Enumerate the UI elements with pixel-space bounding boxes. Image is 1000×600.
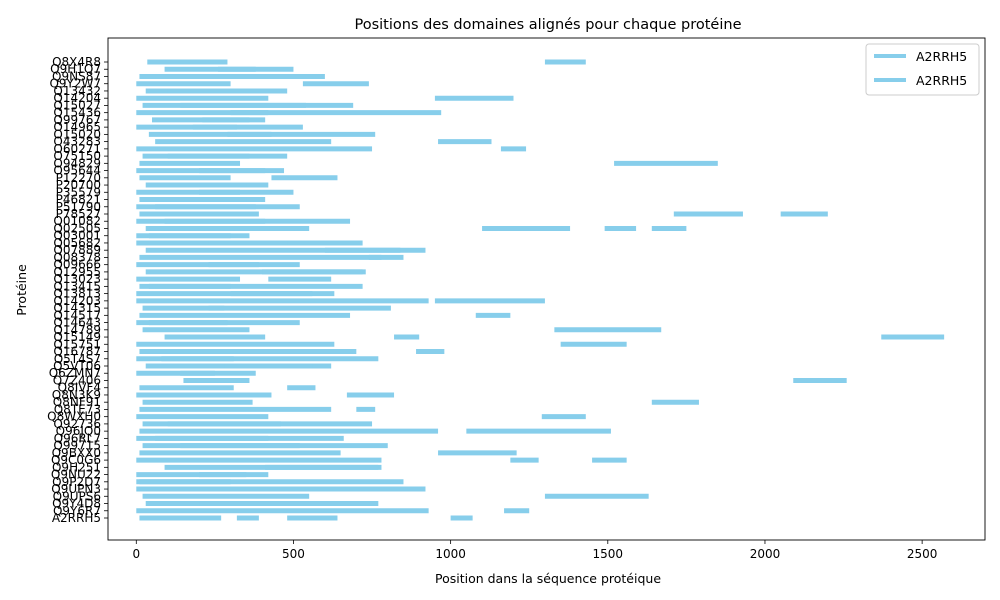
legend-entry-1: A2RRH5 <box>916 49 967 64</box>
x-tick-label: 500 <box>282 547 305 561</box>
y-tick-label: O75150 <box>53 149 101 163</box>
y-tick-label: Q14204 <box>53 91 101 105</box>
y-tick-label: Q09666 <box>53 258 101 272</box>
y-tick-label: Q9Y4D8 <box>52 497 101 511</box>
y-tick-label: Q14643 <box>53 316 101 330</box>
y-tick-label: P78527 <box>56 207 101 221</box>
y-tick-label: Q9Y6R7 <box>53 504 101 518</box>
y-tick-label: O95644 <box>53 164 101 178</box>
y-tick-label: Q15027 <box>53 98 101 112</box>
y-tick-label: Q9H251 <box>52 460 101 474</box>
y-tick-label: Q6ZMN7 <box>49 366 101 380</box>
y-tick-label: P46821 <box>56 193 101 207</box>
y-tick-label: Q02505 <box>53 221 101 235</box>
y-tick-label: Q7Z406 <box>53 373 101 387</box>
y-tick-label: Q13415 <box>53 279 101 293</box>
y-tick-label: Q8TE73 <box>54 402 101 416</box>
y-tick-label: Q8N3K9 <box>52 388 101 402</box>
y-tick-label: Q03001 <box>53 229 101 243</box>
y-tick-label: Q8IVF4 <box>58 381 101 395</box>
y-tick-label: P35579 <box>56 185 101 199</box>
y-tick-label: Q9P2D7 <box>52 475 101 489</box>
y-tick-label: Q9Y2W7 <box>49 77 101 91</box>
y-tick-label: Q9NS87 <box>52 69 101 83</box>
y-tick-label: Q05682 <box>53 236 101 250</box>
y-tick-label: P51790 <box>56 200 101 214</box>
y-tick-label: Q13813 <box>53 287 101 301</box>
y-tick-label: O60271 <box>53 142 101 156</box>
y-tick-label: Q07889 <box>53 243 101 257</box>
legend: A2RRH5 A2RRH5 <box>865 43 980 96</box>
x-tick-label: 2000 <box>750 547 781 561</box>
y-tick-label: Q9H1Q7 <box>50 62 101 76</box>
y-tick-label: Q14517 <box>53 308 101 322</box>
y-tick-label: A2RRH5 <box>52 511 101 525</box>
chart-title: Positions des domaines alignés pour chaq… <box>355 17 742 33</box>
y-tick-label: Q16787 <box>53 345 101 359</box>
y-tick-label: Q14789 <box>53 323 101 337</box>
x-tick-label: 1500 <box>593 547 624 561</box>
plot-frame <box>107 37 986 541</box>
y-tick-label: Q13432 <box>53 84 101 98</box>
y-tick-label: Q8WXH0 <box>47 410 101 424</box>
y-tick-label: O94829 <box>53 156 101 170</box>
y-tick-label: Q5T4S7 <box>54 352 101 366</box>
y-axis-ticks: Q8X4R8Q9H1Q7Q9NS87Q9Y2W7Q13432Q14204Q150… <box>47 55 108 525</box>
y-tick-label: Q96RL7 <box>54 431 101 445</box>
y-tick-label: Q13023 <box>53 272 101 286</box>
y-tick-label: Q14315 <box>53 301 101 315</box>
y-tick-label: Q01082 <box>53 214 101 228</box>
y-tick-label: Q08378 <box>53 250 101 264</box>
y-tick-label: Q8NF91 <box>53 395 101 409</box>
y-tick-label: Q12955 <box>53 265 101 279</box>
y-tick-label: O15020 <box>53 127 101 141</box>
y-tick-label: Q15436 <box>53 106 101 120</box>
y-tick-label: Q9C0G6 <box>51 453 101 467</box>
y-tick-label: Q9BXX0 <box>52 446 101 460</box>
y-tick-label: Q15149 <box>53 330 101 344</box>
y-tick-label: P20700 <box>56 178 101 192</box>
y-tick-label: Q99715 <box>53 439 101 453</box>
y-tick-label: Q99767 <box>53 113 101 127</box>
y-tick-label: Q9NU22 <box>51 468 101 482</box>
x-axis-ticks: 0 500 1000 1500 2000 2500 <box>132 540 937 561</box>
y-tick-label: O14965 <box>53 120 101 134</box>
y-tick-label: Q5VT06 <box>53 359 101 373</box>
y-tick-label: Q9UPN3 <box>51 482 101 496</box>
y-tick-label: Q9UPS6 <box>53 489 101 503</box>
y-tick-label: Q15751 <box>53 337 101 351</box>
legend-entry-2: A2RRH5 <box>916 73 967 88</box>
y-tick-label: O43283 <box>53 135 101 149</box>
y-tick-label: P12270 <box>56 171 101 185</box>
segments-layer <box>136 59 945 521</box>
y-tick-label: Q8X4R8 <box>52 55 101 69</box>
x-tick-label: 0 <box>132 547 140 561</box>
y-tick-label: Q14203 <box>53 294 101 308</box>
y-axis-label: Protéine <box>14 264 29 316</box>
x-tick-label: 2500 <box>907 547 938 561</box>
y-tick-label: Q92736 <box>53 417 101 431</box>
x-tick-label: 1000 <box>435 547 466 561</box>
y-tick-label: Q96JQ0 <box>56 424 101 438</box>
x-axis-label: Position dans la séquence protéique <box>435 571 661 586</box>
